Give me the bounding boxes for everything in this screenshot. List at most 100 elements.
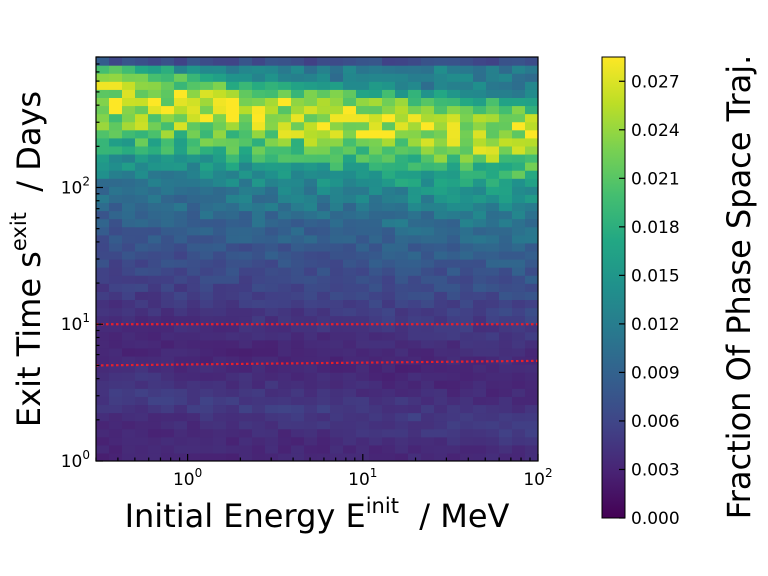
heatmap-cell <box>304 210 318 220</box>
heatmap-cell <box>356 162 370 171</box>
heatmap-cell <box>174 121 188 131</box>
heatmap-cell <box>213 242 227 252</box>
heatmap-cell <box>395 355 409 365</box>
heatmap-cell <box>512 388 526 397</box>
heatmap-cell <box>408 97 422 107</box>
heatmap-cell <box>434 121 448 131</box>
heatmap-cell <box>200 242 214 252</box>
heatmap-cell <box>499 307 513 317</box>
heatmap-cell <box>265 73 279 82</box>
y-tick-label: 100 <box>61 448 90 472</box>
heatmap-cell <box>343 323 357 333</box>
heatmap-cell <box>122 194 136 204</box>
heatmap-cell <box>486 347 500 357</box>
heatmap-cell <box>213 364 227 373</box>
heatmap-cell <box>447 355 461 365</box>
heatmap-cell <box>395 242 409 252</box>
heatmap-cell <box>395 315 409 325</box>
heatmap-cell <box>317 444 331 454</box>
heatmap-cell <box>525 444 538 454</box>
heatmap-cell <box>486 186 500 195</box>
heatmap-cell <box>473 364 487 373</box>
heatmap-cell <box>330 291 344 300</box>
heatmap-cell <box>278 331 292 341</box>
heatmap-cell <box>122 315 136 325</box>
heatmap-cell <box>499 420 513 430</box>
heatmap-cell <box>265 452 279 461</box>
heatmap-cell <box>226 226 240 236</box>
heatmap-cell <box>330 388 344 397</box>
heatmap-cell <box>317 186 331 195</box>
heatmap-cell <box>135 364 149 373</box>
heatmap-cell <box>304 404 318 414</box>
heatmap-cell <box>460 412 474 422</box>
heatmap-cell <box>330 412 344 422</box>
heatmap-cell <box>187 89 201 98</box>
heatmap-cell <box>499 315 513 325</box>
heatmap-cell <box>460 137 474 147</box>
heatmap-cell <box>109 291 123 300</box>
heatmap-cell <box>408 388 422 397</box>
heatmap-cell <box>213 153 227 163</box>
heatmap-cell <box>265 396 279 406</box>
heatmap-cell <box>421 170 435 179</box>
heatmap-cell <box>421 113 435 123</box>
heatmap-cell <box>135 194 149 204</box>
heatmap-cell <box>447 339 461 349</box>
heatmap-cell <box>213 339 227 349</box>
heatmap-cell <box>369 218 383 228</box>
heatmap-cell <box>486 388 500 397</box>
heatmap-cell <box>161 347 175 357</box>
heatmap-cell <box>512 323 526 333</box>
heatmap-cell <box>226 380 240 389</box>
heatmap-cell <box>512 65 526 74</box>
heatmap-cell <box>187 259 201 268</box>
heatmap-cell <box>447 145 461 155</box>
heatmap-cell <box>382 113 396 123</box>
heatmap-cell <box>226 145 240 155</box>
heatmap-cell <box>304 178 318 187</box>
heatmap-cell <box>304 202 318 212</box>
heatmap-cell <box>330 307 344 317</box>
heatmap-cell <box>226 89 240 98</box>
heatmap-cell <box>460 226 474 236</box>
colorbar-ticks: 0.0000.0030.0060.0090.0120.0150.0180.021… <box>619 72 680 529</box>
heatmap-cell <box>369 291 383 300</box>
heatmap-cell <box>291 452 305 461</box>
heatmap-cell <box>512 420 526 430</box>
heatmap-cell <box>96 259 110 268</box>
heatmap-cell <box>200 331 214 341</box>
heatmap-cell <box>473 259 487 268</box>
heatmap-cell <box>330 57 344 66</box>
heatmap-cell <box>161 315 175 325</box>
heatmap-cell <box>148 372 162 381</box>
heatmap-cell <box>486 307 500 317</box>
heatmap-cell <box>317 436 331 446</box>
heatmap-cell <box>330 299 344 309</box>
heatmap-cell <box>135 97 149 107</box>
heatmap-cell <box>252 452 266 461</box>
heatmap-cell <box>356 242 370 252</box>
heatmap-cell <box>278 234 292 244</box>
heatmap-cell <box>213 275 227 284</box>
heatmap-cell <box>382 452 396 461</box>
heatmap-cell <box>408 105 422 115</box>
heatmap-cell <box>382 299 396 309</box>
heatmap-cell <box>447 113 461 123</box>
heatmap-cell <box>447 412 461 422</box>
heatmap-cell <box>512 267 526 276</box>
heatmap-cell <box>460 291 474 300</box>
heatmap-cell <box>486 194 500 204</box>
heatmap-cell <box>187 137 201 147</box>
heatmap-cell <box>525 65 538 74</box>
heatmap-cell <box>512 178 526 187</box>
heatmap-cell <box>174 444 188 454</box>
heatmap-cell <box>278 81 292 90</box>
heatmap-cell <box>512 218 526 228</box>
heatmap-cell <box>291 299 305 309</box>
heatmap-cell <box>330 129 344 139</box>
heatmap-cell <box>252 396 266 406</box>
heatmap-cell <box>356 65 370 74</box>
heatmap-cell <box>356 331 370 341</box>
heatmap-cell <box>291 323 305 333</box>
